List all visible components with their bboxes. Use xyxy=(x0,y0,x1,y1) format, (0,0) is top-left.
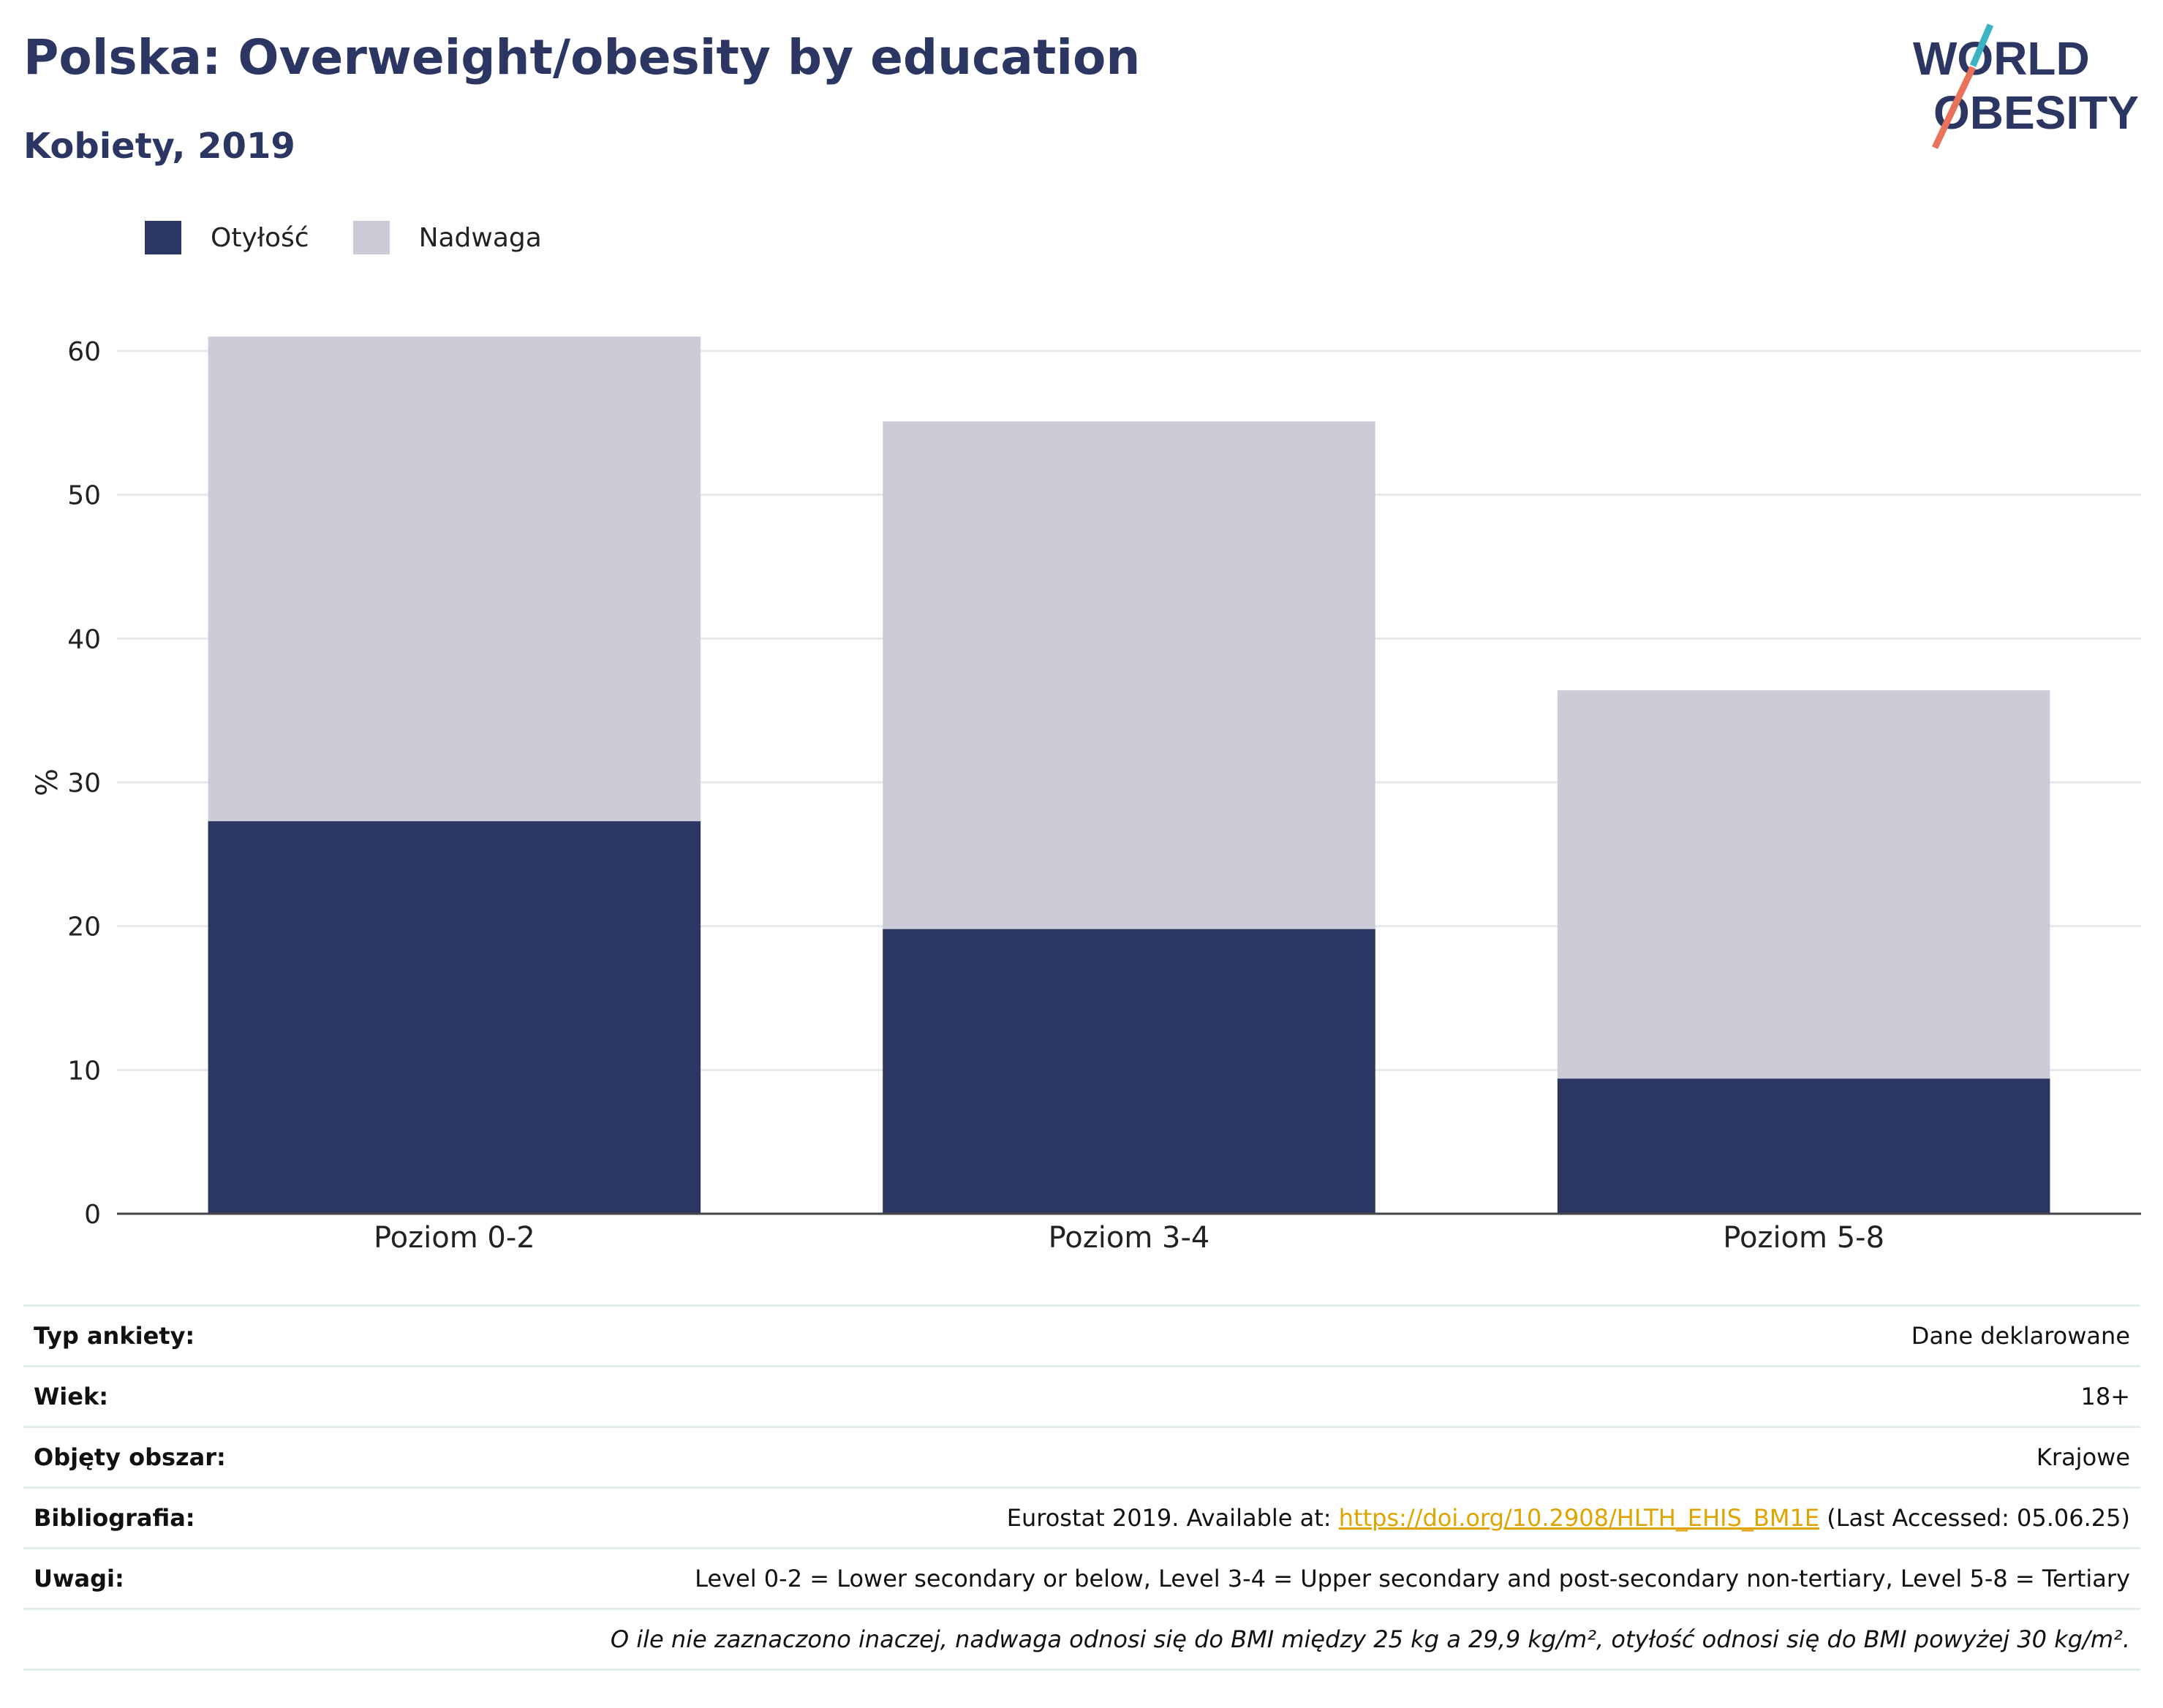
meta-value-survey-type: Dane deklarowane xyxy=(1911,1322,2130,1350)
bar-obesity xyxy=(208,821,701,1214)
y-tick-label: 0 xyxy=(84,1200,101,1230)
y-tick-label: 50 xyxy=(67,481,101,511)
y-tick-label: 30 xyxy=(67,768,101,798)
chart-title: Polska: Overweight/obesity by education xyxy=(23,29,1141,86)
legend-label-overweight: Nadwaga xyxy=(418,222,542,253)
y-axis-label: % xyxy=(31,768,64,796)
metadata-table: Typ ankiety: Dane deklarowane Wiek: 18+ … xyxy=(23,1304,2140,1671)
legend-label-obesity: Otyłość xyxy=(211,222,309,253)
bar-obesity xyxy=(883,929,1375,1214)
meta-label-age: Wiek: xyxy=(34,1383,109,1410)
y-tick-label: 20 xyxy=(67,912,101,942)
logo-slash-teal xyxy=(1969,23,1994,67)
meta-value-bibliography: Eurostat 2019. Available at: https://doi… xyxy=(1007,1504,2130,1532)
meta-footnote: O ile nie zaznaczono inaczej, nadwaga od… xyxy=(610,1625,2130,1653)
logo-slash-coral xyxy=(1931,66,1977,149)
meta-row-footnote: O ile nie zaznaczono inaczej, nadwaga od… xyxy=(23,1608,2140,1671)
meta-label-bibliography: Bibliografia: xyxy=(34,1504,195,1532)
bar-overweight xyxy=(208,336,701,822)
meta-row-bibliography: Bibliografia: Eurostat 2019. Available a… xyxy=(23,1486,2140,1547)
chart-subtitle: Kobiety, 2019 xyxy=(23,126,295,167)
y-tick-label: 10 xyxy=(67,1056,101,1086)
meta-row-notes: Uwagi: Level 0-2 = Lower secondary or be… xyxy=(23,1547,2140,1608)
x-tick-label: Poziom 5-8 xyxy=(1723,1221,1884,1255)
bar-obesity xyxy=(1557,1078,2050,1214)
y-tick-label: 60 xyxy=(67,337,101,367)
meta-value-age: 18+ xyxy=(2080,1383,2130,1410)
meta-row-survey-type: Typ ankiety: Dane deklarowane xyxy=(23,1304,2140,1365)
bar-chart: 0 10 20 30 40 50 60% Poziom 0-2 Poziom 3-4 Poziom… xyxy=(31,336,2141,1255)
world-obesity-logo: WORLD OBESITY xyxy=(1913,23,2139,149)
meta-label-notes: Uwagi: xyxy=(34,1565,124,1592)
bar-overweight xyxy=(1557,690,2050,1079)
chart-legend: Otyłość Nadwaga xyxy=(145,219,586,256)
y-tick-label: 40 xyxy=(67,624,101,654)
x-tick-label: Poziom 3-4 xyxy=(1049,1221,1210,1255)
bibliography-suffix: (Last Accessed: 05.06.25) xyxy=(1819,1504,2130,1532)
bibliography-link[interactable]: https://doi.org/10.2908/HLTH_EHIS_BM1E xyxy=(1338,1504,1820,1532)
legend-item-obesity: Otyłość xyxy=(145,221,309,254)
legend-swatch-overweight xyxy=(352,221,390,254)
x-tick-label: Poziom 0-2 xyxy=(374,1221,535,1255)
bibliography-prefix: Eurostat 2019. Available at: xyxy=(1006,1504,1339,1532)
legend-item-overweight: Nadwaga xyxy=(352,221,542,254)
legend-swatch-obesity xyxy=(145,221,181,254)
meta-label-area: Objęty obszar: xyxy=(34,1443,226,1471)
bar-overweight xyxy=(883,421,1375,929)
meta-label-survey-type: Typ ankiety: xyxy=(34,1322,195,1350)
logo-text-world: WORLD xyxy=(1913,32,2090,85)
meta-value-area: Krajowe xyxy=(2036,1443,2130,1471)
logo-text-obesity: OBESITY xyxy=(1933,86,2139,139)
meta-row-area: Objęty obszar: Krajowe xyxy=(23,1426,2140,1486)
meta-value-notes: Level 0-2 = Lower secondary or below, Le… xyxy=(695,1565,2130,1592)
meta-row-age: Wiek: 18+ xyxy=(23,1365,2140,1426)
